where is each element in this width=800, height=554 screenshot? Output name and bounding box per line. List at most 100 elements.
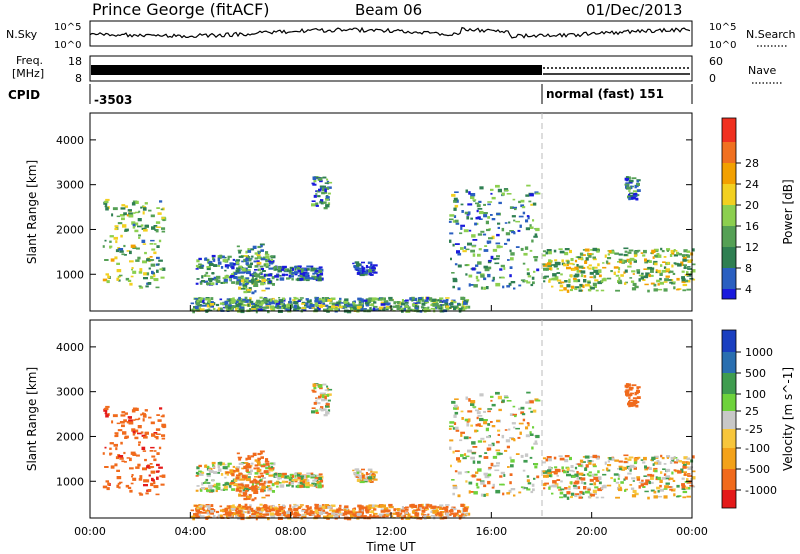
scatter-cell: [156, 256, 160, 260]
scatter-cell: [227, 462, 232, 465]
scatter-cell: [587, 288, 591, 292]
scatter-cell: [644, 261, 649, 264]
scatter-cell: [636, 401, 640, 404]
scatter-cell: [235, 476, 240, 480]
scatter-cell: [269, 299, 273, 302]
scatter-cell: [157, 212, 162, 215]
scatter-cell: [411, 296, 415, 300]
scatter-cell: [132, 433, 136, 436]
scatter-cell: [496, 419, 500, 422]
scatter-cell: [435, 507, 439, 511]
scatter-cell: [232, 258, 235, 261]
scatter-cell: [628, 190, 631, 192]
scatter-cell: [483, 249, 489, 252]
scatter-cell: [256, 300, 261, 304]
scatter-cell: [644, 283, 649, 286]
scatter-cell: [262, 297, 268, 301]
scatter-cell: [363, 272, 368, 274]
scatter-cell: [242, 506, 246, 509]
scatter-cell: [607, 464, 612, 467]
scatter-cell: [683, 471, 687, 474]
scatter-cell: [315, 503, 319, 508]
scatter-cell: [313, 401, 317, 405]
scatter-cell: [147, 282, 152, 285]
scatter-cell: [681, 278, 686, 282]
scatter-cell: [319, 482, 322, 485]
freq-label-line2: [MHz]: [12, 67, 44, 80]
scatter-cell: [625, 488, 628, 491]
scatter-cell: [468, 191, 471, 195]
scatter-cell: [155, 470, 159, 473]
scatter-cell: [542, 254, 546, 257]
scatter-cell: [294, 472, 297, 476]
scatter-cell: [477, 460, 481, 464]
scatter-cell: [225, 305, 229, 308]
scatter-cell: [463, 436, 469, 440]
scatter-cell: [414, 512, 420, 516]
scatter-cell: [517, 436, 521, 439]
scatter-cell: [681, 485, 686, 489]
scatter-cell: [475, 216, 479, 220]
scatter-cell: [319, 479, 324, 483]
scatter-cell: [483, 212, 488, 215]
scatter-cell: [477, 208, 483, 210]
scatter-cell: [452, 220, 457, 223]
scatter-cell: [254, 476, 258, 478]
scatter-cell: [434, 509, 439, 514]
scatter-cell: [312, 176, 317, 180]
scatter-cell: [465, 396, 468, 400]
scatter-cell: [260, 474, 264, 478]
scatter-cell: [342, 305, 347, 308]
scatter-cell: [569, 456, 572, 461]
scatter-cell: [319, 300, 324, 303]
scatter-cell: [360, 515, 364, 519]
scatter-cell: [281, 480, 285, 484]
scatter-cell: [617, 477, 620, 480]
scatter-cell: [232, 504, 235, 508]
scatter-cell: [572, 470, 575, 473]
scatter-cell: [311, 203, 315, 207]
scatter-cell: [206, 511, 211, 515]
scatter-cell: [660, 264, 663, 267]
scatter-cell: [261, 289, 266, 292]
scatter-cell: [314, 308, 319, 312]
scatter-cell: [628, 197, 631, 201]
scatter-cell: [559, 284, 564, 288]
scatter-cell: [502, 285, 505, 289]
scatter-cell: [323, 392, 327, 395]
scatter-cell: [578, 472, 584, 476]
scatter-cell: [238, 276, 243, 279]
scatter-cell: [636, 270, 641, 274]
scatter-cell: [526, 422, 530, 425]
scatter-cell: [579, 283, 583, 288]
scatter-cell: [195, 302, 200, 306]
scatter-cell: [674, 262, 679, 266]
scatter-cell: [194, 512, 199, 516]
scatter-cell: [254, 257, 259, 260]
scatter-cell: [275, 510, 279, 514]
scatter-cell: [486, 435, 490, 439]
scatter-cell: [359, 480, 365, 484]
scatter-cell: [327, 299, 332, 302]
scatter-cell: [655, 271, 659, 274]
scatter-cell: [471, 234, 476, 238]
scatter-cell: [610, 477, 613, 480]
colorbar-tick-label: 4: [745, 283, 752, 296]
scatter-cell: [450, 305, 455, 308]
scatter-cell: [506, 285, 511, 288]
scatter-cell: [361, 261, 365, 264]
scatter-cell: [548, 458, 552, 462]
scatter-cell: [597, 263, 600, 267]
scatter-cell: [235, 468, 240, 472]
scatter-cell: [143, 479, 148, 483]
scatter-cell: [219, 505, 223, 508]
scatter-cell: [653, 495, 658, 499]
scatter-cell: [245, 457, 248, 461]
scatter-cell: [496, 452, 501, 456]
scatter-cell: [357, 504, 362, 508]
scatter-cell: [298, 506, 303, 508]
scatter-cell: [564, 455, 570, 458]
scatter-cell: [409, 504, 412, 508]
scatter-cell: [560, 480, 563, 483]
scatter-cell: [450, 464, 452, 468]
